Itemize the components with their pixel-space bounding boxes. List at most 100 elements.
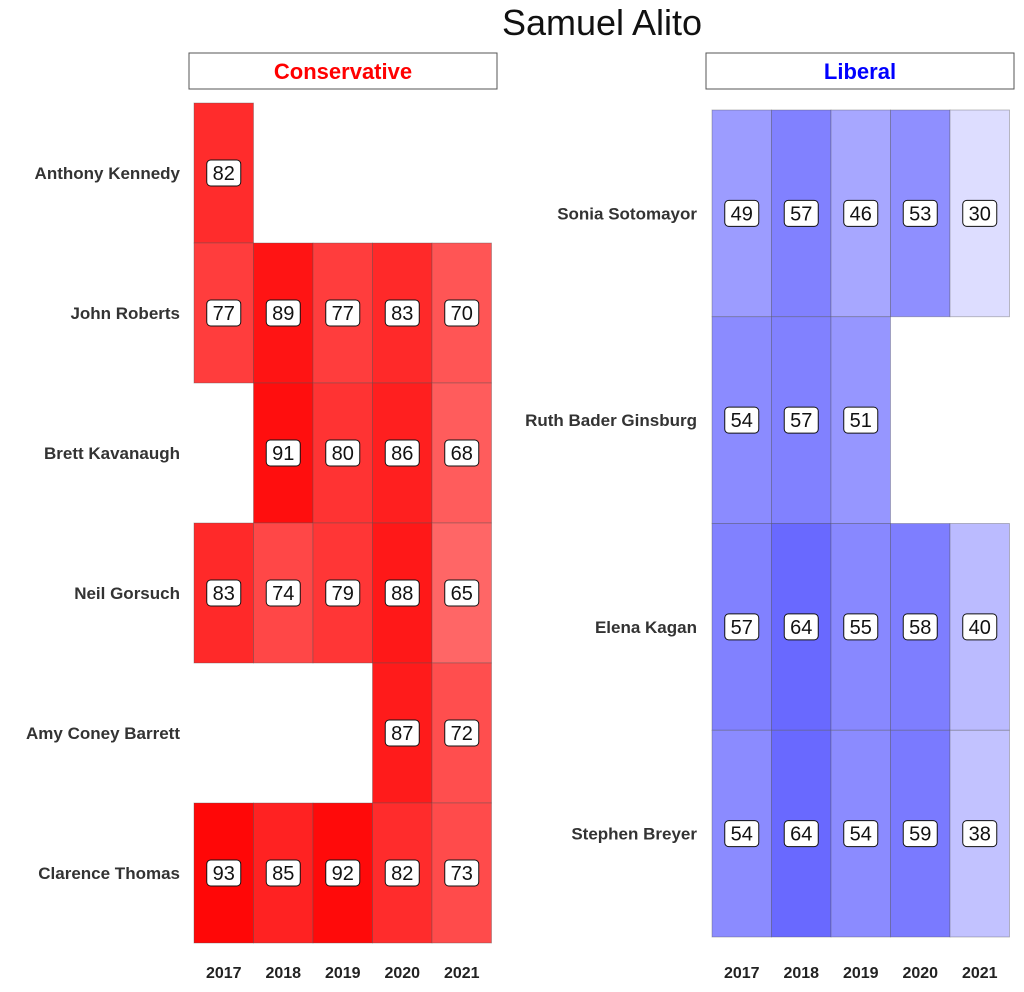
value-box (444, 579, 480, 607)
year-tick-label-2017: 2017 (724, 965, 760, 982)
value-label: 51 (850, 410, 872, 432)
value-label: 64 (790, 617, 812, 639)
row-label-anthony-kennedy: Anthony Kennedy (35, 164, 181, 183)
value-label: 77 (213, 303, 235, 325)
value-label: 59 (909, 824, 931, 846)
value-box (325, 299, 361, 327)
year-tick-label-2021: 2021 (444, 965, 480, 982)
row-label-ruth-bader-ginsburg: Ruth Bader Ginsburg (525, 411, 697, 430)
value-box (265, 299, 301, 327)
value-label: 72 (451, 723, 473, 745)
value-label: 54 (850, 824, 872, 846)
row-label-brett-kavanaugh: Brett Kavanaugh (44, 444, 180, 463)
year-tick-label-2021: 2021 (962, 965, 998, 982)
value-label: 85 (272, 863, 294, 885)
value-label: 86 (391, 443, 413, 465)
value-box (783, 820, 819, 848)
value-box (962, 613, 998, 641)
value-box (962, 820, 998, 848)
value-label: 88 (391, 583, 413, 605)
liberal-year-axis: 2017 2018 2019 2020 2021 (724, 965, 998, 982)
value-label: 49 (731, 203, 753, 225)
value-label: 57 (790, 203, 812, 225)
value-box (384, 719, 420, 747)
row-label-elena-kagan: Elena Kagan (595, 618, 697, 637)
year-tick-label-2020: 2020 (902, 965, 938, 982)
value-box (206, 299, 242, 327)
year-tick-label-2018: 2018 (783, 965, 819, 982)
value-label: 30 (969, 203, 991, 225)
value-box (843, 820, 879, 848)
value-box (206, 579, 242, 607)
value-label: 53 (909, 203, 931, 225)
year-tick-label-2018: 2018 (265, 965, 301, 982)
conservative-strip-label: Conservative (274, 59, 412, 84)
liberal-strip (705, 52, 1015, 90)
chart-title: Samuel Alito (502, 2, 702, 43)
value-box (902, 820, 938, 848)
value-label: 83 (391, 303, 413, 325)
row-label-sonia-sotomayor: Sonia Sotomayor (557, 204, 697, 223)
value-label: 92 (332, 863, 354, 885)
value-box (265, 439, 301, 467)
value-label: 91 (272, 443, 294, 465)
value-label: 68 (451, 443, 473, 465)
conservative-year-axis: 2017 2018 2019 2020 2021 (206, 965, 480, 982)
value-box (783, 406, 819, 434)
value-label: 65 (451, 583, 473, 605)
value-box (724, 406, 760, 434)
value-box (843, 199, 879, 227)
row-label-stephen-breyer: Stephen Breyer (571, 825, 697, 844)
value-box (384, 299, 420, 327)
value-box (902, 199, 938, 227)
value-label: 64 (790, 824, 812, 846)
value-box (384, 439, 420, 467)
value-box (783, 199, 819, 227)
value-label: 80 (332, 443, 354, 465)
value-box (325, 439, 361, 467)
value-box (384, 579, 420, 607)
value-box (206, 859, 242, 887)
value-box (444, 439, 480, 467)
value-label: 79 (332, 583, 354, 605)
value-label: 54 (731, 410, 753, 432)
value-label: 57 (731, 617, 753, 639)
value-box (724, 820, 760, 848)
value-label: 77 (332, 303, 354, 325)
value-box (724, 613, 760, 641)
value-box (444, 859, 480, 887)
conservative-strip (188, 52, 498, 90)
value-label: 46 (850, 203, 872, 225)
value-label: 83 (213, 583, 235, 605)
value-label: 93 (213, 863, 235, 885)
value-label: 87 (391, 723, 413, 745)
value-box (902, 613, 938, 641)
value-label: 82 (391, 863, 413, 885)
row-label-john-roberts: John Roberts (70, 304, 180, 323)
value-box (325, 579, 361, 607)
value-box (724, 199, 760, 227)
value-box (444, 719, 480, 747)
value-box (265, 859, 301, 887)
liberal-row-labels: Sonia Sotomayor Ruth Bader Ginsburg Elena … (525, 204, 697, 843)
value-label: 57 (790, 410, 812, 432)
value-box (384, 859, 420, 887)
value-box (843, 613, 879, 641)
liberal-panel: Liberal 49 57 46 53 30 54 57 51 57 64 55 58 40 54 64 54… (525, 52, 1015, 982)
value-label: 38 (969, 824, 991, 846)
value-label: 54 (731, 824, 753, 846)
value-label: 55 (850, 617, 872, 639)
value-box (444, 299, 480, 327)
year-tick-label-2017: 2017 (206, 965, 242, 982)
year-tick-label-2019: 2019 (325, 965, 361, 982)
value-label: 70 (451, 303, 473, 325)
row-label-clarence-thomas: Clarence Thomas (38, 864, 180, 883)
conservative-row-labels: Anthony Kennedy John Roberts Brett Kavanau… (26, 164, 181, 883)
value-label: 40 (969, 617, 991, 639)
value-box (206, 159, 242, 187)
value-box (783, 613, 819, 641)
value-box (843, 406, 879, 434)
value-label: 82 (213, 163, 235, 185)
